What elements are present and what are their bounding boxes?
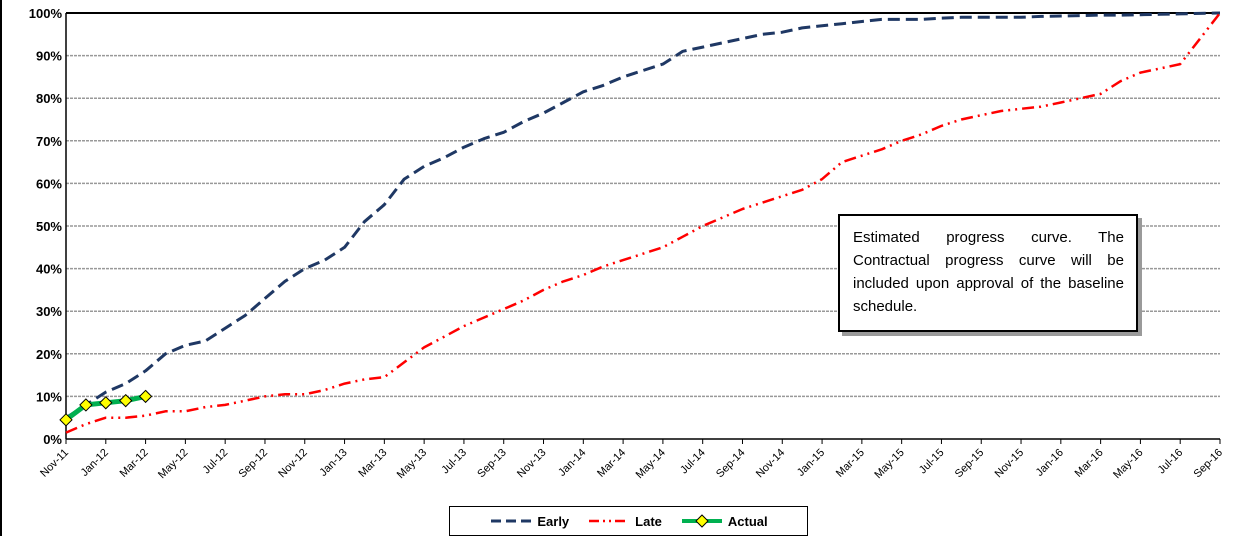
- y-tick-label: 80%: [36, 91, 62, 106]
- actual-point-marker: [59, 413, 73, 427]
- annotation-box: Estimated progress curve. The Contractua…: [838, 214, 1138, 332]
- legend-label-late: Late: [635, 513, 662, 529]
- legend-swatch-late: [589, 519, 630, 523]
- y-tick-label: 40%: [36, 262, 62, 277]
- legend-item-early: Early: [489, 514, 569, 529]
- x-tick-label: Sep-15: [953, 447, 987, 481]
- x-tick-label: Jan-15: [795, 447, 827, 479]
- x-tick-label: May-16: [1111, 447, 1145, 481]
- x-tick-label: Nov-15: [993, 447, 1027, 481]
- series-line-late: [65, 12, 1221, 434]
- y-tick-label: 50%: [36, 219, 62, 234]
- x-tick-label: Jul-15: [917, 447, 947, 477]
- actual-point-marker: [79, 398, 93, 412]
- x-tick-label: May-14: [634, 447, 668, 481]
- x-tick-label: Jul-12: [201, 447, 231, 477]
- actual-point-marker: [118, 393, 133, 408]
- legend-swatch-actual: [681, 514, 722, 528]
- x-tick-label: Jan-13: [317, 447, 349, 479]
- x-tick-label: Mar-14: [595, 447, 628, 480]
- series-layer: [59, 11, 1221, 434]
- y-tick-label: 70%: [36, 134, 62, 149]
- x-tick-label: Sep-13: [475, 447, 509, 481]
- y-tick-label: 30%: [36, 304, 62, 319]
- y-tick-label: 10%: [36, 389, 62, 404]
- x-tick-label: Nov-14: [754, 447, 788, 481]
- series-line-early: [65, 11, 1221, 419]
- grid-layer: [66, 12, 1220, 398]
- x-tick-label: Jan-12: [79, 447, 111, 479]
- legend-label-early: Early: [537, 513, 570, 529]
- x-tick-label: Nov-11: [38, 447, 71, 480]
- legend-item-actual: Actual: [680, 514, 768, 529]
- legend-swatch-early: [491, 519, 532, 523]
- x-tick-label: Nov-12: [276, 447, 310, 481]
- x-tick-label: Sep-14: [714, 447, 748, 481]
- x-tick-label: Sep-16: [1192, 447, 1226, 481]
- x-tick-label: Sep-12: [237, 447, 271, 481]
- legend-item-late: Late: [587, 514, 662, 529]
- x-tick-label: Nov-13: [515, 447, 549, 481]
- y-tick-label: 60%: [36, 176, 62, 191]
- x-tick-label: Mar-16: [1073, 447, 1106, 480]
- x-tick-label: Jan-16: [1034, 447, 1066, 479]
- legend: Early Late Actual: [449, 506, 808, 536]
- y-tick-label: 90%: [36, 49, 62, 64]
- x-tick-label: Mar-12: [118, 447, 151, 480]
- y-tick-label: 0%: [43, 432, 62, 447]
- x-tick-label: May-12: [156, 447, 190, 481]
- x-tick-label: Mar-13: [356, 447, 389, 480]
- x-tick-label: May-13: [395, 447, 429, 481]
- x-tick-label: Mar-15: [834, 447, 867, 480]
- y-tick-label: 20%: [36, 347, 62, 362]
- x-tick-label: Jul-16: [1156, 447, 1186, 477]
- x-tick-label: Jul-14: [678, 447, 708, 477]
- actual-point-marker: [99, 396, 113, 410]
- x-tick-label: May-15: [872, 447, 906, 481]
- actual-point-marker: [138, 389, 153, 404]
- x-tick-label: Jul-13: [439, 447, 469, 477]
- y-tick-label: 100%: [29, 6, 63, 21]
- legend-label-actual: Actual: [727, 513, 768, 529]
- x-tick-label: Jan-14: [556, 447, 588, 479]
